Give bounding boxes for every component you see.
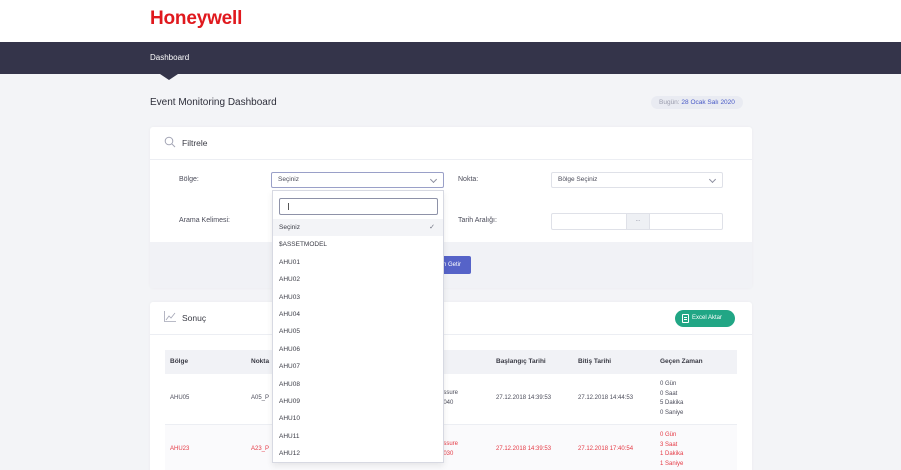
cell-region: AHU05 bbox=[170, 395, 190, 401]
column-header[interactable]: Geçen Zaman bbox=[660, 358, 703, 365]
cell-elapsed: 0 Gün bbox=[660, 381, 677, 387]
date-value: 28 Ocak Salı 2020 bbox=[681, 99, 735, 106]
text-cursor bbox=[288, 203, 289, 210]
point-label: Nokta: bbox=[458, 176, 479, 183]
column-header[interactable]: Başlangıç Tarihi bbox=[496, 358, 546, 365]
cell-event: essure bbox=[440, 390, 459, 396]
search-icon bbox=[164, 136, 176, 148]
chart-icon bbox=[164, 311, 176, 322]
excel-export-label: Excel Aktar bbox=[692, 315, 723, 321]
check-icon: ✓ bbox=[429, 224, 435, 231]
date-range-separator: ... bbox=[626, 214, 650, 229]
cell-elapsed: 1 Saniye bbox=[660, 460, 684, 467]
column-header[interactable]: Nokta bbox=[251, 358, 270, 365]
date-range-input[interactable]: ... bbox=[551, 213, 723, 230]
cell-region: AHU23 bbox=[170, 446, 190, 452]
cell-elapsed: 3 Saat bbox=[660, 441, 678, 448]
keyword-label: Arama Kelimesi: bbox=[179, 217, 230, 224]
nav-item-dashboard[interactable]: Dashboard bbox=[150, 53, 190, 62]
dropdown-option[interactable]: AHU07 bbox=[279, 363, 300, 371]
cell-elapsed: 0 Saat bbox=[660, 390, 678, 397]
dropdown-option[interactable]: AHU05 bbox=[279, 328, 300, 336]
column-header[interactable]: Bölge bbox=[170, 358, 189, 365]
table-row-alert[interactable]: AHU23 A23_P essure 2030 27.12.2018 14:39… bbox=[165, 425, 737, 470]
cell-event: 2040 bbox=[440, 400, 454, 406]
cell-end-date: 27.12.2018 17:40:54 bbox=[578, 446, 634, 452]
cell-point: A23_P bbox=[251, 446, 270, 452]
chevron-down-icon bbox=[708, 175, 717, 184]
dropdown-option[interactable]: AHU08 bbox=[279, 380, 300, 388]
dropdown-option[interactable]: AHU06 bbox=[279, 345, 300, 353]
region-select[interactable]: Seçiniz bbox=[271, 172, 444, 188]
filter-title: Filtrele bbox=[182, 138, 208, 148]
table-header: Bölge Nokta a Başlangıç Tarihi Bitiş Tar… bbox=[165, 350, 737, 374]
cell-elapsed: 5 Dakika bbox=[660, 400, 684, 406]
page-title: Event Monitoring Dashboard bbox=[150, 97, 277, 108]
region-dropdown-menu: Seçiniz ✓ $ASSETMODEL AHU01 AHU02 AHU03 AHU04 A… bbox=[272, 190, 444, 463]
result-card: Sonuç Excel Aktar Bölge Nokta a Başlangı… bbox=[150, 302, 752, 470]
chevron-down-icon bbox=[429, 175, 438, 184]
dropdown-option[interactable]: AHU10 bbox=[279, 415, 300, 423]
honeywell-logo[interactable]: Honeywell bbox=[150, 8, 243, 29]
dropdown-option[interactable]: Seçiniz ✓ bbox=[273, 219, 443, 237]
result-title: Sonuç bbox=[182, 313, 207, 323]
nav-active-indicator bbox=[160, 74, 178, 80]
table-row[interactable]: AHU05 A05_P essure 2040 27.12.2018 14:39… bbox=[165, 374, 737, 425]
dropdown-search-input[interactable] bbox=[279, 198, 438, 215]
dropdown-option[interactable]: AHU02 bbox=[279, 276, 300, 284]
dropdown-option[interactable]: AHU01 bbox=[279, 258, 300, 266]
cell-elapsed: 1 Dakika bbox=[660, 451, 684, 457]
dropdown-option[interactable]: AHU12 bbox=[279, 450, 300, 458]
column-header[interactable]: Bitiş Tarihi bbox=[578, 358, 612, 365]
cell-event: 2030 bbox=[440, 451, 454, 457]
date-label: Bugün: bbox=[659, 99, 680, 106]
date-range-label: Tarih Aralığı: bbox=[458, 217, 497, 224]
cell-elapsed: 0 Saniye bbox=[660, 409, 684, 416]
point-select-value: Bölge Seçiniz bbox=[558, 176, 598, 183]
top-bar: Honeywell bbox=[0, 0, 901, 42]
dropdown-option[interactable]: AHU04 bbox=[279, 311, 300, 318]
dropdown-option[interactable]: $ASSETMODEL bbox=[279, 241, 328, 249]
cell-elapsed: 0 Gün bbox=[660, 432, 677, 438]
point-select[interactable]: Bölge Seçiniz bbox=[551, 172, 723, 188]
region-label: Bölge: bbox=[179, 176, 199, 183]
cell-start-date: 27.12.2018 14:39:53 bbox=[496, 446, 552, 452]
file-icon bbox=[682, 314, 689, 323]
main-navbar: Dashboard bbox=[0, 42, 901, 74]
cell-point: A05_P bbox=[251, 395, 270, 401]
dropdown-option[interactable]: AHU09 bbox=[279, 398, 300, 405]
submit-button[interactable]: n Getir bbox=[440, 256, 471, 274]
cell-event: essure bbox=[440, 441, 459, 447]
cell-start-date: 27.12.2018 14:39:53 bbox=[496, 395, 552, 401]
date-badge: Bugün: 28 Ocak Salı 2020 bbox=[651, 96, 743, 109]
result-card-header: Sonuç Excel Aktar bbox=[150, 302, 752, 335]
region-select-value: Seçiniz bbox=[278, 176, 299, 183]
dropdown-option[interactable]: AHU11 bbox=[279, 432, 300, 440]
filter-card-header: Filtrele bbox=[150, 127, 752, 160]
excel-export-button[interactable]: Excel Aktar bbox=[675, 310, 735, 327]
dropdown-option[interactable]: AHU03 bbox=[279, 293, 300, 301]
cell-end-date: 27.12.2018 14:44:53 bbox=[578, 395, 634, 401]
